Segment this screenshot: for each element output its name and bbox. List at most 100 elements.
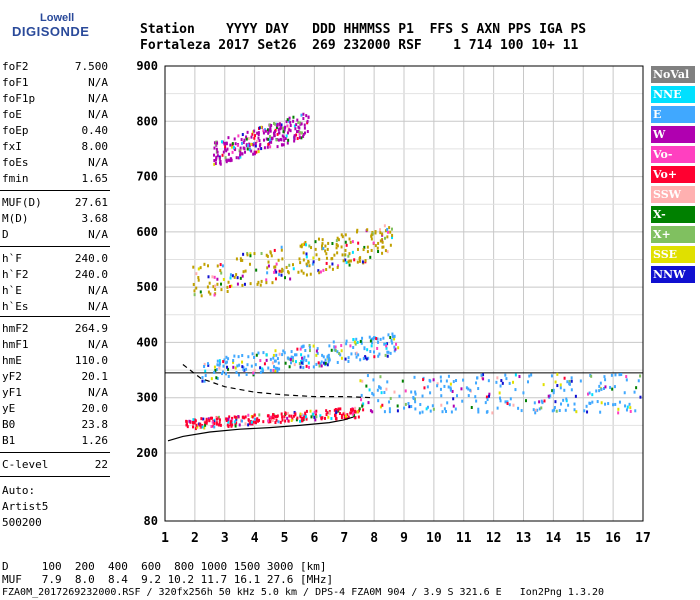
data-point	[207, 417, 210, 421]
data-point	[322, 355, 325, 359]
data-point	[429, 409, 432, 413]
data-point	[407, 402, 410, 406]
data-point	[321, 238, 324, 242]
data-point	[254, 144, 257, 148]
data-point	[377, 340, 380, 344]
data-point	[328, 265, 331, 269]
data-point	[305, 273, 308, 277]
y-tick-label: 500	[136, 280, 158, 294]
data-point	[353, 414, 356, 418]
data-point	[242, 270, 245, 274]
data-point	[384, 342, 387, 346]
param-name: hmE	[2, 354, 22, 367]
param-fmin: fmin 1.65	[2, 172, 108, 186]
data-point	[300, 345, 303, 349]
data-point	[302, 116, 305, 120]
data-point	[389, 230, 392, 234]
param-name: fmin	[2, 172, 29, 185]
data-point	[237, 415, 240, 419]
data-point	[225, 141, 228, 145]
data-point	[245, 143, 248, 147]
data-point	[324, 358, 327, 362]
data-point	[245, 137, 248, 141]
data-point	[607, 402, 610, 406]
data-point	[356, 340, 359, 344]
data-point	[324, 244, 327, 248]
data-point	[506, 400, 509, 404]
data-point	[230, 424, 233, 428]
data-point	[335, 242, 338, 246]
data-point	[253, 355, 256, 359]
data-point	[414, 400, 417, 404]
data-point	[241, 365, 244, 369]
data-point	[229, 285, 232, 289]
param-name: foE	[2, 108, 22, 121]
data-point	[235, 415, 238, 419]
data-point	[219, 269, 222, 273]
data-point	[371, 232, 374, 236]
data-point	[218, 366, 221, 370]
param-hmf1: hmF1 N/A	[2, 338, 108, 352]
data-point	[235, 273, 238, 277]
data-point	[331, 257, 334, 261]
data-point	[635, 386, 638, 390]
param-value: 23.8	[81, 418, 109, 431]
data-point	[618, 373, 621, 377]
data-point	[274, 268, 277, 272]
data-point	[338, 352, 341, 356]
data-point	[344, 357, 347, 361]
data-point	[372, 378, 375, 382]
data-point	[320, 416, 323, 420]
logo-lowell-text: Lowell	[40, 12, 75, 24]
param-value: 1.65	[81, 172, 109, 185]
data-point	[305, 114, 308, 118]
data-point	[312, 412, 315, 416]
data-point	[604, 378, 607, 382]
data-point	[386, 250, 389, 254]
data-point	[609, 385, 612, 389]
data-point	[379, 375, 382, 379]
data-point	[327, 357, 330, 361]
data-point	[332, 340, 335, 344]
data-point	[307, 354, 310, 358]
data-point	[356, 228, 359, 232]
data-point	[336, 265, 339, 269]
data-point	[382, 245, 385, 249]
data-point	[342, 259, 345, 263]
data-point	[639, 395, 642, 399]
data-point	[449, 382, 452, 386]
data-point	[290, 418, 293, 422]
data-point	[477, 410, 480, 414]
data-point	[443, 407, 446, 411]
data-point	[214, 162, 217, 166]
param-name: fxI	[2, 140, 22, 153]
data-point	[421, 394, 424, 398]
data-point	[302, 418, 305, 422]
param-foe: foE N/A	[2, 108, 108, 122]
data-point	[604, 402, 607, 406]
data-point	[280, 270, 283, 274]
data-point	[514, 373, 517, 377]
data-point	[209, 292, 212, 296]
data-point	[292, 414, 295, 418]
data-point	[362, 357, 365, 361]
data-point	[266, 145, 269, 149]
data-point	[302, 344, 305, 348]
data-point	[349, 408, 352, 412]
data-point	[317, 237, 320, 241]
param-name: C-level	[2, 458, 49, 471]
data-point	[362, 248, 365, 252]
data-point	[375, 337, 378, 341]
param-mufd: MUF(D) 27.61	[2, 196, 108, 210]
data-point	[234, 424, 237, 428]
data-point	[452, 380, 455, 384]
data-point	[222, 360, 225, 364]
data-point	[220, 140, 223, 144]
legend-item-vo: Vo-	[651, 146, 695, 163]
data-point	[244, 150, 247, 154]
data-point	[282, 349, 285, 353]
data-point	[536, 408, 539, 412]
data-point	[220, 282, 223, 286]
data-point	[277, 128, 280, 132]
data-point	[329, 411, 332, 415]
